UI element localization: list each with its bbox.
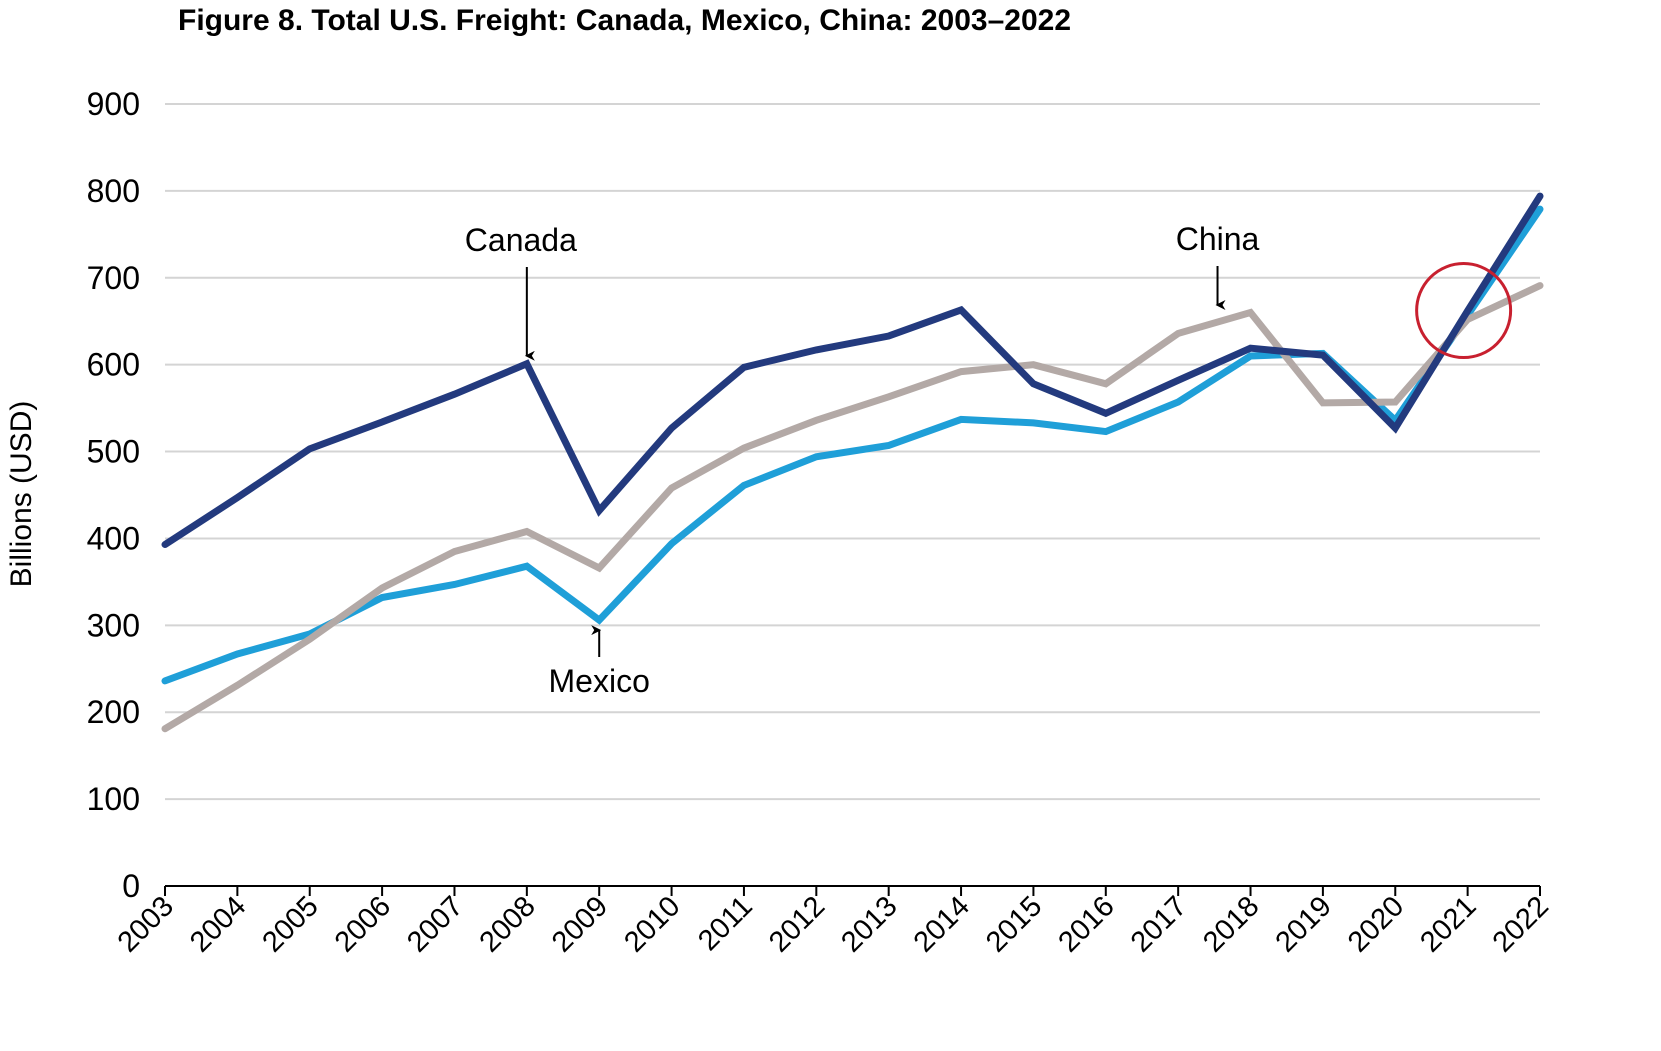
highlight-circle xyxy=(1415,262,1513,360)
annotation-label-mexico: Mexico xyxy=(549,663,650,699)
x-tick-label: 2005 xyxy=(256,890,324,958)
x-tick-label: 2015 xyxy=(980,890,1048,958)
y-tick-label: 400 xyxy=(87,520,140,556)
x-tick-label: 2008 xyxy=(474,890,542,958)
x-tick-label: 2019 xyxy=(1270,890,1338,958)
x-tick-label: 2014 xyxy=(908,890,976,958)
x-tick-label: 2010 xyxy=(618,890,686,958)
x-tick-label: 2021 xyxy=(1414,890,1482,958)
y-tick-label: 900 xyxy=(87,86,140,122)
series-lines xyxy=(161,192,1544,733)
x-tick-label: 2006 xyxy=(329,890,397,958)
gridlines xyxy=(165,103,1540,801)
x-tick-label: 2009 xyxy=(546,890,614,958)
y-axis-title: Billions (USD) xyxy=(5,401,38,588)
x-tick-label: 2013 xyxy=(835,890,903,958)
chart-title: Figure 8. Total U.S. Freight: Canada, Me… xyxy=(178,4,1072,37)
series-line-mexico xyxy=(161,205,1544,685)
x-tick-label: 2016 xyxy=(1052,890,1120,958)
x-tick-label: 2004 xyxy=(184,890,252,958)
y-tick-label: 600 xyxy=(87,347,140,383)
x-tick-label: 2022 xyxy=(1487,890,1555,958)
y-tick-label: 200 xyxy=(87,694,140,730)
series-line-china xyxy=(161,282,1544,733)
annotation-label-canada: Canada xyxy=(465,222,577,258)
y-tick-label: 500 xyxy=(87,434,140,470)
y-tick-label: 0 xyxy=(122,868,140,904)
y-tick-label: 700 xyxy=(87,260,140,296)
y-tick-label: 300 xyxy=(87,607,140,643)
x-tick-label: 2007 xyxy=(401,890,469,958)
x-tick-label: 2017 xyxy=(1125,890,1193,958)
series-line-canada xyxy=(161,192,1544,548)
x-tick-label: 2012 xyxy=(763,890,831,958)
x-tick-label: 2020 xyxy=(1342,890,1410,958)
annotations: Canada Mexico China xyxy=(465,221,1513,699)
y-tick-label: 800 xyxy=(87,173,140,209)
x-tick-label: 2011 xyxy=(692,890,759,957)
annotation-label-china: China xyxy=(1176,221,1260,257)
x-tick-label: 2018 xyxy=(1197,890,1265,958)
y-tick-label: 100 xyxy=(87,781,140,817)
